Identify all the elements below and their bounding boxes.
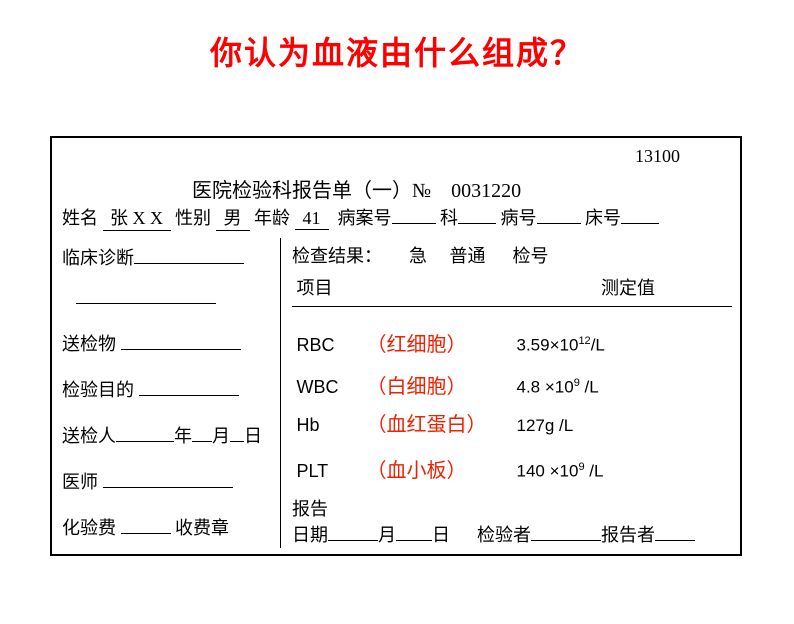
blank-fee [121,533,171,534]
row-fee: 化验费 收费章 [62,508,272,548]
value-age: 41 [295,208,329,230]
test-row: PLT（血小板）140 ×109 /L [292,453,732,481]
label-normal: 普通 [450,246,486,266]
report-no: 0031220 [451,180,521,202]
row-purpose: 检验目的 [62,370,272,410]
test-row: WBC（白细胞）4.8 ×109 /L [292,369,732,397]
test-code: PLT [297,457,367,485]
blank-illno [537,223,581,224]
blank-s4 [230,441,244,442]
test-value: 3.59×1012/L [517,327,605,360]
label-gender: 性别 [175,208,211,228]
test-code: Hb [297,411,367,439]
label-rday: 日 [432,525,450,545]
label-doctor: 医师 [62,472,98,492]
blank-clinical [134,263,244,264]
blank-s3 [192,441,212,442]
label-dept: 科 [440,208,458,228]
test-value: 140 ×109 /L [517,453,604,486]
label-purpose: 检验目的 [62,380,134,400]
test-value: 127g /L [517,412,574,440]
test-row: RBC（红细胞）3.59×1012/L [292,327,732,355]
blank-purpose [139,395,239,396]
label-checkno: 检号 [513,246,549,266]
right-column: 检查结果： 急 普通 检号 项目 测定值 RBC（红细胞）3.59×1012/L… [292,238,732,547]
table-header: 项目 测定值 [292,274,732,307]
test-cn: （血红蛋白） [367,411,517,439]
label-item: 项目 [297,274,367,300]
label-results: 检查结果： [292,246,382,266]
label-bedno: 床号 [585,208,621,228]
row-clinical: 临床诊断 [62,238,272,278]
blank-clinical2 [76,303,216,304]
test-cn: （白细胞） [367,373,517,401]
blank-s2 [150,441,174,442]
row-specimen: 送检物 [62,324,272,364]
results-header: 检查结果： 急 普通 检号 [292,242,732,268]
test-row: Hb（血红蛋白）127g /L [292,411,732,439]
blank-rep [655,540,695,541]
blank-bedno [621,223,659,224]
blank-caseno [392,223,436,224]
label-reporter: 报告者 [601,525,655,545]
blank-rd [396,540,432,541]
report-form: 13100 医院检验科报告单（一）№ 0031220 姓名 张 X X 性别 男… [50,136,742,556]
row-clinical2 [62,278,272,318]
blank-insp [531,540,601,541]
test-value: 4.8 ×109 /L [517,369,599,402]
blank-specimen [121,349,241,350]
label-date: 日期 [292,525,328,545]
row-sender: 送检人 年月日 [62,416,272,456]
label-clinical: 临床诊断 [62,248,134,268]
test-cn: （红细胞） [367,331,517,359]
patient-info-row: 姓名 张 X X 性别 男 年龄 41 病案号 科 病号 床号 [62,204,659,231]
label-illno: 病号 [501,208,537,228]
page-title: 你认为血液由什么组成？ [0,28,794,74]
label-reportdate: 报告 [292,499,328,519]
left-column: 临床诊断 送检物 检验目的 送检人 年月日 医师 化验费 收费章 [62,238,272,554]
label-name: 姓名 [62,208,98,228]
vertical-divider [280,238,281,548]
label-day: 日 [244,426,262,446]
report-header: 医院检验科报告单（一）№ 0031220 [192,174,521,203]
tests-container: RBC（红细胞）3.59×1012/L WBC（白细胞）4.8 ×109 /L … [292,327,732,481]
label-inspector: 检验者 [477,525,531,545]
label-measured: 测定值 [601,274,655,300]
label-specimen: 送检物 [62,334,116,354]
blank-doctor [103,487,233,488]
label-stamp: 收费章 [175,518,229,538]
value-gender: 男 [216,204,250,231]
label-fee: 化验费 [62,518,116,538]
top-number: 13100 [635,146,680,167]
label-age: 年龄 [254,208,290,228]
report-bottom-row: 报告 日期 月 日 检验者 报告者 [292,495,732,547]
blank-rm [328,540,378,541]
test-code: RBC [297,331,367,359]
blank-s1 [116,441,150,442]
label-year: 年 [174,426,192,446]
value-name: 张 X X [103,204,171,231]
label-caseno: 病案号 [338,208,392,228]
blank-dept [458,223,496,224]
label-urgent: 急 [409,246,427,266]
test-cn: （血小板） [367,457,517,485]
label-rmonth: 月 [378,525,396,545]
label-sender: 送检人 [62,426,116,446]
label-month: 月 [212,426,230,446]
row-doctor: 医师 [62,462,272,502]
test-code: WBC [297,373,367,401]
header-label: 医院检验科报告单（一）№ [192,180,431,202]
